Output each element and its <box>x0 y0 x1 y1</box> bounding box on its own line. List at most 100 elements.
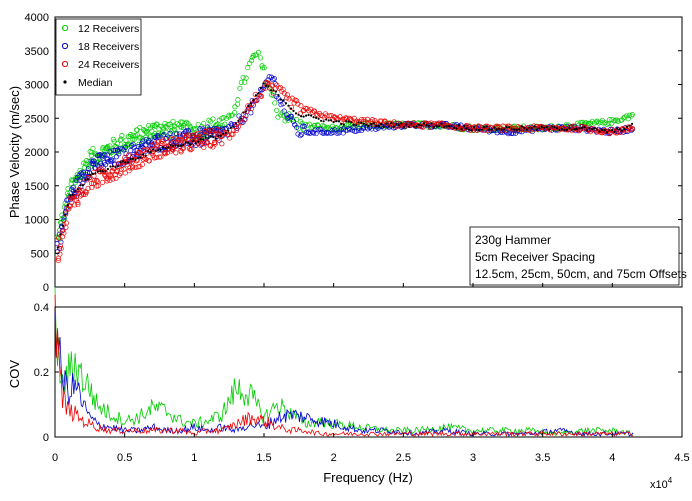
data-point <box>159 138 165 144</box>
phase-velocity-panel: 0 500 1000 1500 2000 2500 3000 3500 4000 Phase V… <box>7 12 687 294</box>
median-point <box>590 128 594 131</box>
median-point <box>345 120 348 123</box>
median-point <box>192 139 195 142</box>
data-point <box>58 245 64 252</box>
median-point <box>455 127 458 130</box>
data-point <box>131 136 137 142</box>
data-point <box>63 211 69 217</box>
data-point <box>291 118 297 124</box>
median-point <box>370 122 373 126</box>
data-point <box>320 122 326 129</box>
data-point <box>161 150 167 156</box>
data-point <box>254 97 260 104</box>
data-point <box>164 124 170 131</box>
data-point <box>300 123 306 129</box>
median-point <box>174 144 177 147</box>
data-point <box>245 65 251 71</box>
data-point <box>238 79 244 85</box>
top-y-tick-label: 0 <box>43 282 49 294</box>
data-point <box>180 122 186 129</box>
data-point <box>248 58 255 64</box>
data-point <box>134 158 140 164</box>
median-point <box>109 165 112 168</box>
top-y-tick-label: 1500 <box>25 181 49 193</box>
median-point <box>385 122 388 125</box>
median-point <box>202 138 205 141</box>
median-point <box>101 170 104 173</box>
median-point <box>287 104 290 107</box>
median-point <box>144 154 147 157</box>
x-tick-label: 1.5 <box>256 452 271 464</box>
data-point <box>465 123 471 129</box>
data-point <box>73 194 79 200</box>
data-point <box>146 122 152 129</box>
median-point <box>227 129 230 132</box>
x-exponent-label: x104 <box>650 476 673 491</box>
median-point <box>302 115 305 118</box>
data-point <box>161 131 167 138</box>
median-point <box>187 141 190 144</box>
legend-label: Median <box>78 77 113 89</box>
data-point <box>606 120 612 126</box>
data-point <box>258 55 264 61</box>
data-point <box>165 121 171 127</box>
data-point <box>612 117 619 123</box>
data-point <box>100 179 106 185</box>
top-y-tick-label: 2500 <box>25 113 49 125</box>
data-point <box>147 133 153 139</box>
median-point <box>254 94 257 97</box>
data-point <box>258 93 265 99</box>
median-point <box>563 128 566 132</box>
bottom-data-layer <box>54 285 634 438</box>
x-tick-label: 2 <box>331 452 337 464</box>
median-point <box>289 107 293 110</box>
median-point <box>515 128 518 131</box>
data-point <box>266 74 272 80</box>
data-point <box>94 152 100 159</box>
median-point <box>618 128 621 131</box>
data-point <box>320 130 326 136</box>
legend-label: 12 Receivers <box>78 23 139 35</box>
data-point <box>220 126 226 133</box>
data-point <box>242 116 248 122</box>
data-point <box>531 123 537 129</box>
data-point <box>629 125 636 132</box>
data-point <box>73 197 79 203</box>
median-point <box>131 157 135 160</box>
median-point <box>415 125 418 128</box>
data-point <box>316 111 323 117</box>
data-point <box>343 115 349 121</box>
median-point <box>498 127 501 130</box>
median-point <box>179 144 182 147</box>
median-point <box>525 128 528 131</box>
data-point <box>107 158 113 164</box>
x-tick-label: 4.5 <box>674 452 689 464</box>
data-point <box>75 202 81 208</box>
median-point <box>508 126 511 129</box>
data-point <box>212 141 218 147</box>
bottom-y-tick-label: 0.4 <box>34 302 49 314</box>
data-point <box>182 121 188 127</box>
median-point <box>147 150 150 153</box>
data-point <box>587 129 594 135</box>
data-point <box>251 98 258 104</box>
median-point <box>621 129 624 132</box>
median-point <box>81 184 84 187</box>
data-point <box>313 131 319 137</box>
data-point <box>72 202 78 208</box>
data-point <box>400 122 406 128</box>
data-point <box>231 127 237 133</box>
x-axis-label: Frequency (Hz) <box>323 470 413 485</box>
median-point <box>157 149 160 152</box>
median-point <box>257 92 260 95</box>
data-point <box>317 126 323 133</box>
median-point <box>372 122 375 125</box>
median-point <box>310 114 313 117</box>
median-point <box>94 172 97 175</box>
data-point <box>288 113 295 119</box>
median-point <box>152 148 155 151</box>
cov-line-18-receivers <box>54 311 634 437</box>
median-point <box>535 128 538 131</box>
data-point <box>143 156 149 162</box>
data-point <box>114 140 120 146</box>
